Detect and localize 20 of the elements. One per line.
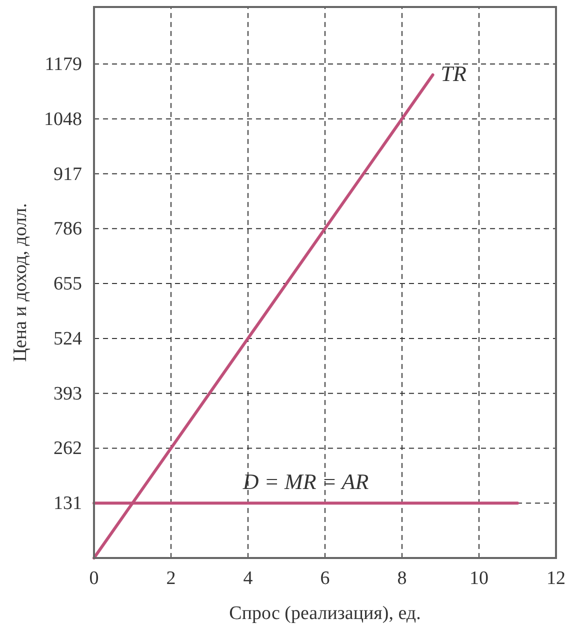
x-tick-label: 0 bbox=[89, 568, 99, 589]
y-tick-label: 393 bbox=[54, 383, 82, 404]
y-tick-label: 524 bbox=[54, 328, 82, 350]
y-tick-label: 655 bbox=[54, 274, 82, 295]
x-tick-label: 10 bbox=[470, 568, 488, 589]
y-tick-label: 917 bbox=[54, 164, 82, 185]
y-tick-label: 1048 bbox=[44, 108, 82, 130]
x-tick-label: 8 bbox=[397, 568, 407, 589]
x-tick-label: 2 bbox=[166, 568, 176, 589]
series-label: D = MR = AR bbox=[242, 469, 370, 494]
y-tick-label: 131 bbox=[54, 493, 82, 514]
series-label: TR bbox=[440, 60, 468, 86]
x-axis-title: Спрос (реализация), ед. bbox=[229, 603, 421, 624]
x-tick-label: 4 bbox=[243, 568, 254, 589]
y-tick-label: 262 bbox=[54, 438, 82, 460]
y-tick-label: 786 bbox=[54, 218, 82, 240]
y-axis-title: Цена и доход, долл. bbox=[10, 203, 31, 362]
x-tick-label: 12 bbox=[546, 568, 566, 589]
y-tick-label: 1179 bbox=[44, 54, 82, 75]
x-tick-label: 6 bbox=[320, 568, 330, 589]
